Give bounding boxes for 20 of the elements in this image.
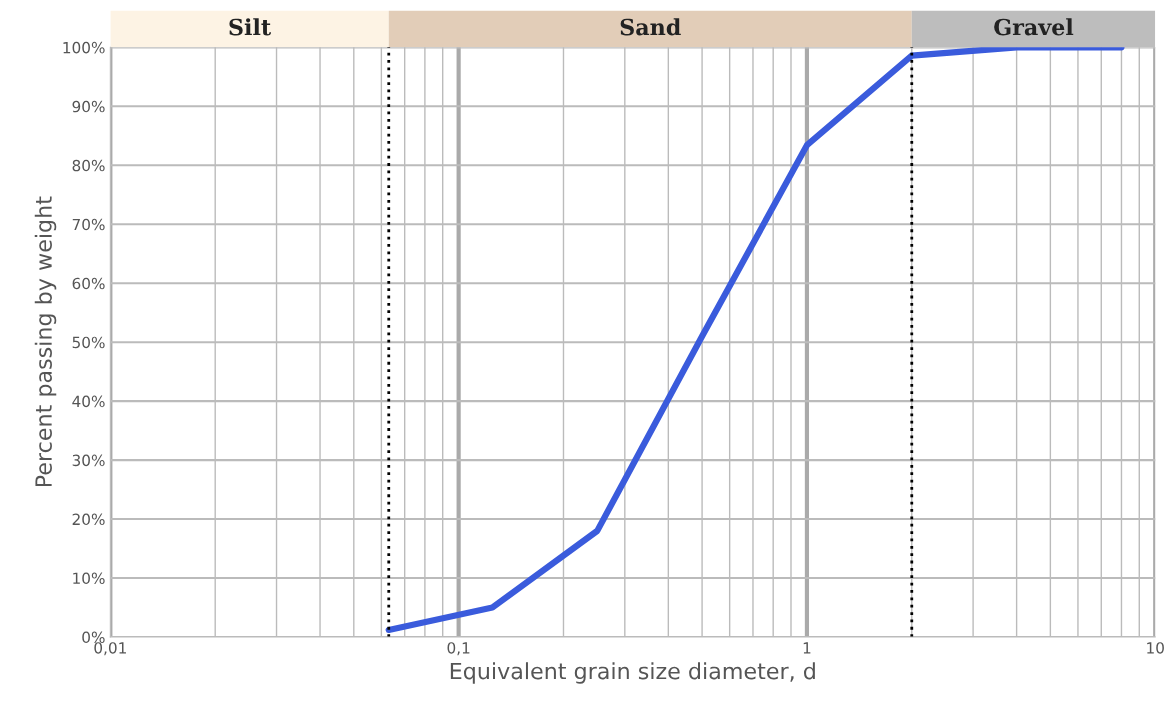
y-axis-title: Percent passing by weight (34, 196, 57, 487)
x-tick-label: 1 (803, 642, 811, 654)
y-tick-label: 100% (63, 41, 105, 54)
y-tick-label: 0% (82, 631, 105, 644)
x-tick-label: 10 (1147, 642, 1164, 654)
y-tick-label: 40% (72, 395, 105, 408)
series-label: Silt (229, 18, 272, 36)
y-tick-label: 10% (73, 572, 105, 585)
y-tick-label: 50% (72, 336, 105, 349)
y-tick-label: 60% (72, 277, 105, 290)
series-label: Gravel (994, 18, 1074, 36)
x-axis-title: Equivalent grain size diameter, d (450, 662, 815, 684)
x-tick-label: 0,01 (94, 642, 126, 656)
y-tick-label: 20% (72, 513, 105, 526)
y-tick-label: 80% (72, 159, 105, 172)
y-tick-label: 90% (72, 100, 105, 113)
y-tick-label: 30% (72, 454, 105, 467)
y-tick-label: 70% (72, 218, 105, 231)
x-tick-label: 0,1 (447, 642, 470, 656)
series-label: Sand (620, 18, 681, 36)
